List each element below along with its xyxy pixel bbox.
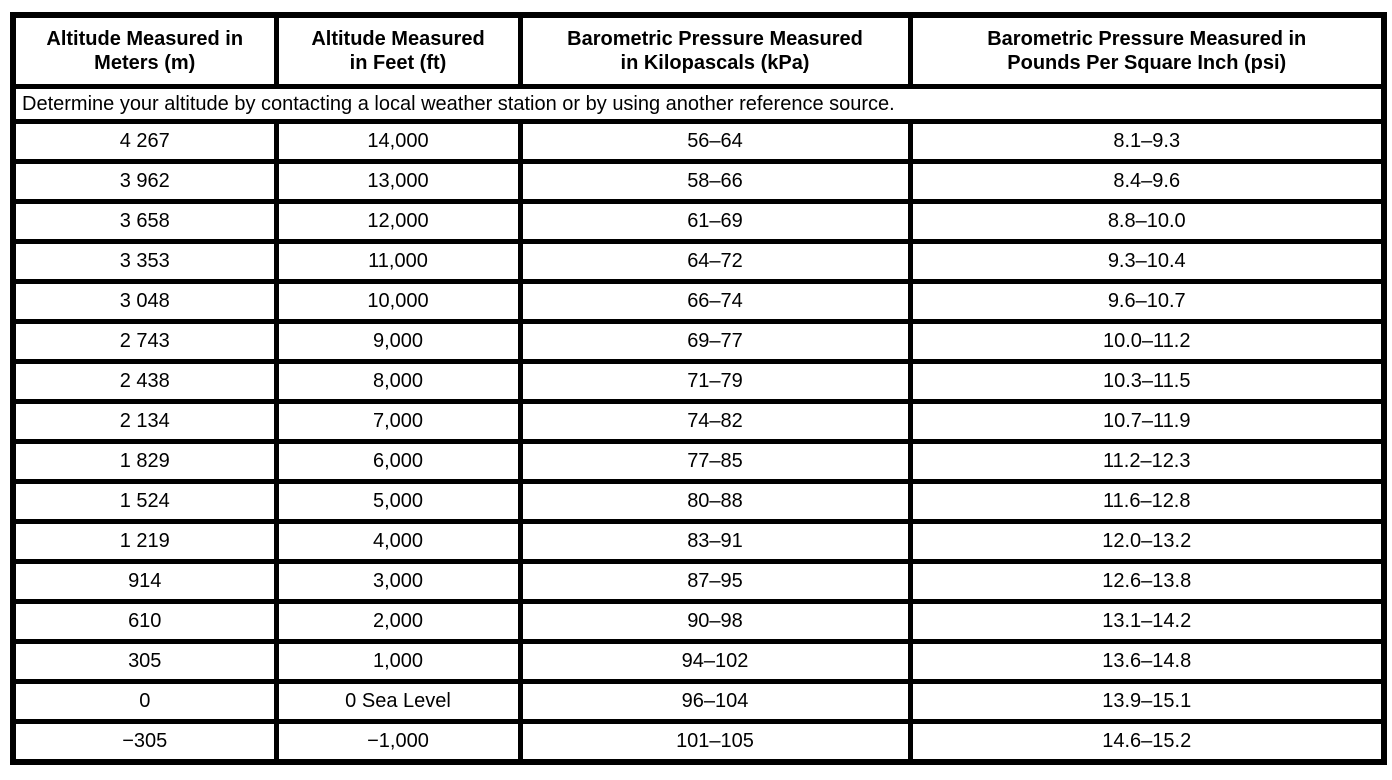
table-cell: 12.6–13.8 xyxy=(907,559,1387,604)
table-cell: 61–69 xyxy=(517,199,913,244)
table-cell: 3,000 xyxy=(273,559,523,604)
header-line: Barometric Pressure Measured in xyxy=(987,28,1307,50)
table-cell: 83–91 xyxy=(517,519,913,564)
table-cell: 11.6–12.8 xyxy=(907,479,1387,524)
table-cell: 2,000 xyxy=(273,599,523,644)
table-cell: 4 267 xyxy=(10,119,279,164)
table-cell: 58–66 xyxy=(517,159,913,204)
table-cell: 9.6–10.7 xyxy=(907,279,1387,324)
table-cell: 9.3–10.4 xyxy=(907,239,1387,284)
header-altitude-feet: Altitude Measured in Feet (ft) xyxy=(273,12,523,89)
note-cell: Determine your altitude by contacting a … xyxy=(10,84,1387,124)
header-line: in Kilopascals (kPa) xyxy=(620,52,810,74)
table-cell: 13.6–14.8 xyxy=(907,639,1387,684)
table-body: Determine your altitude by contacting a … xyxy=(10,84,1387,765)
table-cell: 101–105 xyxy=(517,719,913,765)
table-cell: 10,000 xyxy=(273,279,523,324)
table-cell: 1 524 xyxy=(10,479,279,524)
table-cell: −305 xyxy=(10,719,279,765)
table-cell: 8.1–9.3 xyxy=(907,119,1387,164)
table-cell: 80–88 xyxy=(517,479,913,524)
table-cell: 10.7–11.9 xyxy=(907,399,1387,444)
header-line: Meters (m) xyxy=(94,52,196,74)
table-cell: 3 353 xyxy=(10,239,279,284)
table-cell: 2 438 xyxy=(10,359,279,404)
table-row: 2 134 7,000 74–82 10.7–11.9 xyxy=(10,399,1387,444)
table-cell: 914 xyxy=(10,559,279,604)
table-cell: 13.1–14.2 xyxy=(907,599,1387,644)
note-row: Determine your altitude by contacting a … xyxy=(10,84,1387,124)
table-cell: 8.4–9.6 xyxy=(907,159,1387,204)
table-cell: −1,000 xyxy=(273,719,523,765)
table-cell: 10.3–11.5 xyxy=(907,359,1387,404)
table-cell: 13.9–15.1 xyxy=(907,679,1387,724)
header-pressure-psi: Barometric Pressure Measured in Pounds P… xyxy=(907,12,1387,89)
table-cell: 0 xyxy=(10,679,279,724)
table-row: 3 353 11,000 64–72 9.3–10.4 xyxy=(10,239,1387,284)
header-line: Barometric Pressure Measured xyxy=(567,28,863,50)
table-row: −305 −1,000 101–105 14.6–15.2 xyxy=(10,719,1387,765)
table-cell: 64–72 xyxy=(517,239,913,284)
table-row: 2 438 8,000 71–79 10.3–11.5 xyxy=(10,359,1387,404)
table-cell: 3 658 xyxy=(10,199,279,244)
table-cell: 305 xyxy=(10,639,279,684)
table-cell: 96–104 xyxy=(517,679,913,724)
table-row: 2 743 9,000 69–77 10.0–11.2 xyxy=(10,319,1387,364)
table-cell: 14.6–15.2 xyxy=(907,719,1387,765)
table-cell: 90–98 xyxy=(517,599,913,644)
header-line: in Feet (ft) xyxy=(349,52,447,74)
table-cell: 4,000 xyxy=(273,519,523,564)
header-altitude-meters: Altitude Measured in Meters (m) xyxy=(10,12,279,89)
table-row: 1 524 5,000 80–88 11.6–12.8 xyxy=(10,479,1387,524)
table-cell: 12,000 xyxy=(273,199,523,244)
header-line: Altitude Measured in xyxy=(46,28,244,50)
table-cell: 74–82 xyxy=(517,399,913,444)
table-cell: 610 xyxy=(10,599,279,644)
table-cell: 10.0–11.2 xyxy=(907,319,1387,364)
header-pressure-kpa: Barometric Pressure Measured in Kilopasc… xyxy=(517,12,913,89)
table-row: 1 829 6,000 77–85 11.2–12.3 xyxy=(10,439,1387,484)
table-cell: 13,000 xyxy=(273,159,523,204)
table-row: 305 1,000 94–102 13.6–14.8 xyxy=(10,639,1387,684)
table-row: 1 219 4,000 83–91 12.0–13.2 xyxy=(10,519,1387,564)
table-cell: 1,000 xyxy=(273,639,523,684)
table-cell: 6,000 xyxy=(273,439,523,484)
table-cell: 87–95 xyxy=(517,559,913,604)
table-cell: 71–79 xyxy=(517,359,913,404)
table-cell: 1 219 xyxy=(10,519,279,564)
header-line: Altitude Measured xyxy=(311,28,485,50)
table-cell: 11,000 xyxy=(273,239,523,284)
table-cell: 9,000 xyxy=(273,319,523,364)
table-cell: 94–102 xyxy=(517,639,913,684)
table-cell: 1 829 xyxy=(10,439,279,484)
table-cell: 69–77 xyxy=(517,319,913,364)
table-cell: 7,000 xyxy=(273,399,523,444)
table-row: 3 048 10,000 66–74 9.6–10.7 xyxy=(10,279,1387,324)
header-row: Altitude Measured in Meters (m) Altitude… xyxy=(10,12,1387,89)
table-cell: 2 743 xyxy=(10,319,279,364)
table-cell: 56–64 xyxy=(517,119,913,164)
table-cell: 12.0–13.2 xyxy=(907,519,1387,564)
table-cell: 66–74 xyxy=(517,279,913,324)
table-row: 3 962 13,000 58–66 8.4–9.6 xyxy=(10,159,1387,204)
table-cell: 14,000 xyxy=(273,119,523,164)
table-cell: 8.8–10.0 xyxy=(907,199,1387,244)
header-line: Pounds Per Square Inch (psi) xyxy=(1007,52,1287,74)
table-cell: 11.2–12.3 xyxy=(907,439,1387,484)
table-row: 914 3,000 87–95 12.6–13.8 xyxy=(10,559,1387,604)
table-cell: 2 134 xyxy=(10,399,279,444)
table-row: 3 658 12,000 61–69 8.8–10.0 xyxy=(10,199,1387,244)
table-row: 4 267 14,000 56–64 8.1–9.3 xyxy=(10,119,1387,164)
table-cell: 8,000 xyxy=(273,359,523,404)
table-cell: 3 962 xyxy=(10,159,279,204)
altitude-pressure-table: Altitude Measured in Meters (m) Altitude… xyxy=(10,12,1387,765)
table-row: 610 2,000 90–98 13.1–14.2 xyxy=(10,599,1387,644)
table-cell: 77–85 xyxy=(517,439,913,484)
table-cell: 5,000 xyxy=(273,479,523,524)
table-cell: 0 Sea Level xyxy=(273,679,523,724)
table-cell: 3 048 xyxy=(10,279,279,324)
